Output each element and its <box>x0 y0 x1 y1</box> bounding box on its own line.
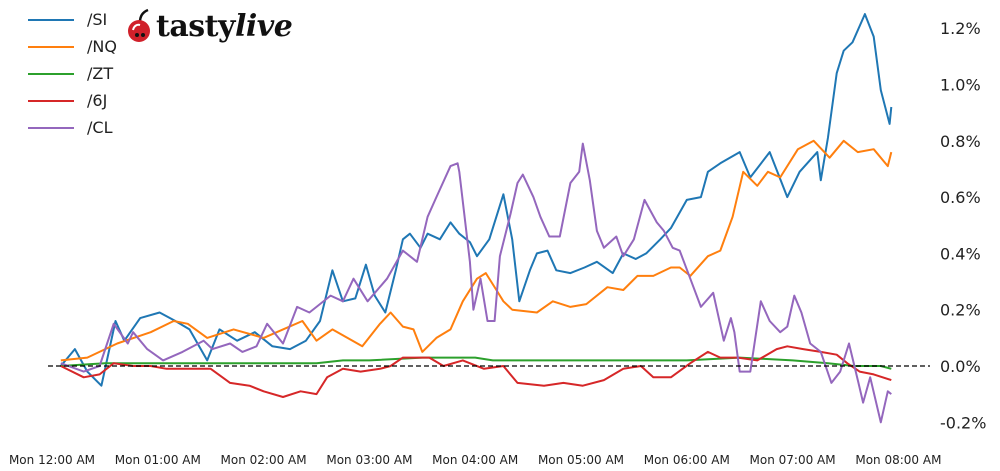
x-tick-label: Mon 03:00 AM <box>326 453 412 467</box>
x-tick-label: Mon 12:00 AM <box>9 453 95 467</box>
legend-label: /SI <box>87 10 108 29</box>
x-tick-label: Mon 08:00 AM <box>855 453 941 467</box>
x-axis-ticks: Mon 12:00 AM Mon 01:00 AM Mon 02:00 AM Mon … <box>9 453 941 467</box>
legend-label: /ZT <box>87 64 114 83</box>
legend-label: /CL <box>87 118 113 137</box>
legend-label: /NQ <box>87 37 117 56</box>
legend-line-si <box>28 18 74 21</box>
series-line-zt <box>60 356 892 370</box>
legend-item-cl: /CL <box>28 114 117 141</box>
legend-item-nq: /NQ <box>28 33 117 60</box>
y-tick-label: 0.2% <box>940 301 981 320</box>
series-line-si <box>60 13 893 387</box>
y-tick-label: 0.8% <box>940 132 981 151</box>
y-tick-label: 1.0% <box>940 76 981 95</box>
legend-item-zt: /ZT <box>28 60 117 87</box>
legend-line-nq <box>28 45 74 48</box>
legend: /SI /NQ /ZT /6J /CL <box>28 6 117 141</box>
cherry-icon <box>128 8 150 42</box>
legend-label: /6J <box>87 91 108 110</box>
legend-item-6j: /6J <box>28 87 117 114</box>
x-tick-label: Mon 06:00 AM <box>644 453 730 467</box>
tastylive-logo: tastylive <box>126 8 293 44</box>
x-tick-label: Mon 04:00 AM <box>432 453 518 467</box>
legend-line-cl <box>28 126 74 129</box>
logo-text-italic: live <box>234 8 293 44</box>
legend-item-si: /SI <box>28 6 117 33</box>
series-line-6j <box>60 345 892 398</box>
logo-text-plain: tasty <box>156 8 235 44</box>
series-line-cl <box>60 142 892 424</box>
series-line-nq <box>60 139 893 362</box>
y-tick-label: 0.6% <box>940 188 981 207</box>
legend-line-zt <box>28 72 74 75</box>
y-tick-label: -0.2% <box>940 413 986 432</box>
x-tick-label: Mon 02:00 AM <box>221 453 307 467</box>
y-axis-ticks: -0.2% 0.0% 0.2% 0.4% 0.6% 0.8% 1.0% 1.2% <box>940 19 986 432</box>
legend-line-6j <box>28 99 74 102</box>
y-tick-label: 1.2% <box>940 19 981 38</box>
y-tick-label: 0.0% <box>940 357 981 376</box>
y-tick-label: 0.4% <box>940 244 981 263</box>
series-layer <box>60 13 893 424</box>
x-tick-label: Mon 01:00 AM <box>115 453 201 467</box>
logo-text: tastylive <box>156 8 293 44</box>
x-tick-label: Mon 05:00 AM <box>538 453 624 467</box>
x-tick-label: Mon 07:00 AM <box>750 453 836 467</box>
